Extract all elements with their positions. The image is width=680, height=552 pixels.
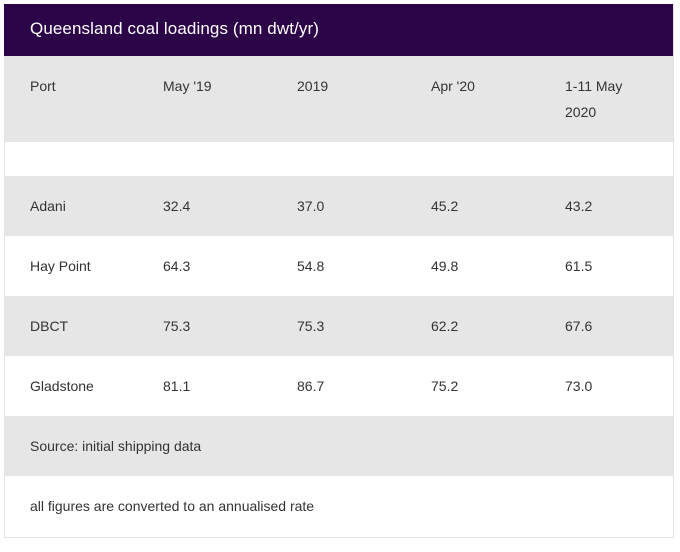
table-title-bar: Queensland coal loadings (mn dwt/yr) [4, 4, 673, 56]
value-may-19: 32.4 [163, 198, 191, 214]
table-spacer-row [4, 142, 673, 176]
column-header-may-19: May '19 [163, 78, 212, 94]
value-2019: 86.7 [297, 378, 325, 394]
table-row: Adani 32.4 37.0 45.2 43.2 [4, 176, 673, 236]
table-row: DBCT 75.3 75.3 62.2 67.6 [4, 296, 673, 356]
value-1-11-may-2020: 43.2 [565, 198, 593, 214]
value-2019: 54.8 [297, 258, 325, 274]
value-apr-20: 49.8 [431, 258, 459, 274]
value-may-19: 81.1 [163, 378, 191, 394]
value-may-19: 75.3 [163, 318, 191, 334]
value-1-11-may-2020: 67.6 [565, 318, 593, 334]
value-1-11-may-2020: 73.0 [565, 378, 593, 394]
port-name: Adani [30, 198, 66, 214]
value-apr-20: 45.2 [431, 198, 459, 214]
table-header-row: Port May '19 2019 Apr '20 1-11 May 2020 [4, 56, 673, 142]
footnote: all figures are converted to an annualis… [30, 498, 315, 514]
footnote-row: all figures are converted to an annualis… [4, 476, 673, 536]
value-2019: 75.3 [297, 318, 325, 334]
column-header-2019: 2019 [297, 78, 329, 94]
value-may-19: 64.3 [163, 258, 191, 274]
table-row: Hay Point 64.3 54.8 49.8 61.5 [4, 236, 673, 296]
table-row: Gladstone 81.1 86.7 75.2 73.0 [4, 356, 673, 416]
value-apr-20: 75.2 [431, 378, 459, 394]
source-note: Source: initial shipping data [30, 438, 202, 454]
port-name: Hay Point [30, 258, 91, 274]
value-2019: 37.0 [297, 198, 325, 214]
column-header-1-11-may-2020: 1-11 May 2020 [565, 78, 623, 120]
source-row: Source: initial shipping data [4, 416, 673, 476]
value-1-11-may-2020: 61.5 [565, 258, 593, 274]
port-name: DBCT [30, 318, 69, 334]
port-name: Gladstone [30, 378, 94, 394]
column-header-apr-20: Apr '20 [431, 78, 475, 94]
column-header-port: Port [30, 78, 56, 94]
value-apr-20: 62.2 [431, 318, 459, 334]
table-title: Queensland coal loadings (mn dwt/yr) [30, 19, 319, 38]
